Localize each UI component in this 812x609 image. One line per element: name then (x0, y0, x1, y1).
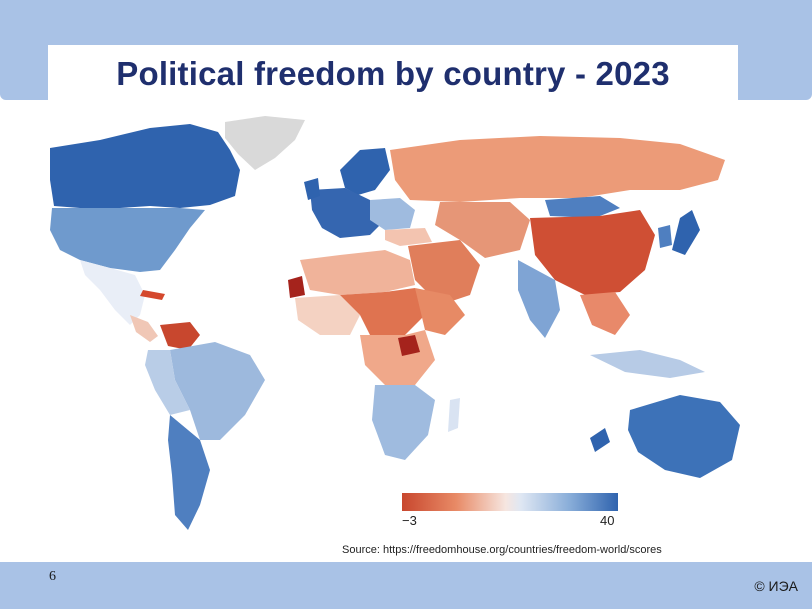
region-scandinavia (340, 148, 390, 195)
region-central-america (130, 315, 158, 342)
region-greenland (225, 116, 305, 170)
world-choropleth-map (50, 116, 740, 530)
slide-title: Political freedom by country - 2023 (116, 55, 670, 92)
region-korea (658, 225, 672, 248)
region-madagascar (448, 398, 460, 432)
copyright-label: © ИЭА (754, 578, 798, 594)
region-russia (390, 136, 725, 202)
region-usa (50, 208, 205, 272)
region-sahel (340, 288, 425, 335)
region-southeast-asia (580, 292, 630, 335)
title-box: Political freedom by country - 2023 (48, 45, 738, 107)
region-southern-africa (372, 385, 435, 460)
region-middle-east (408, 240, 480, 305)
region-australia (628, 395, 740, 478)
region-horn-africa (415, 288, 465, 335)
region-turkey (385, 228, 432, 246)
region-iran-central-asia (435, 202, 530, 258)
region-peru-bolivia (145, 350, 190, 415)
region-west-africa (295, 295, 360, 335)
footer-band (0, 562, 812, 609)
region-cuba (140, 290, 165, 300)
source-caption: Source: https://freedomhouse.org/countri… (342, 544, 662, 556)
region-north-africa (300, 250, 415, 295)
legend-min-label: −3 (402, 513, 417, 528)
color-scale-bar (402, 493, 618, 511)
legend-max-label: 40 (600, 513, 615, 528)
region-india (518, 260, 560, 338)
region-china (530, 210, 655, 295)
region-uk (304, 178, 320, 200)
region-venezuela (160, 322, 200, 350)
region-chile-argentina (168, 415, 210, 530)
region-indonesia (590, 350, 705, 378)
region-brazil (170, 342, 265, 440)
region-western-europe (310, 188, 385, 238)
page-number: 6 (49, 569, 56, 584)
region-mongolia (545, 196, 620, 218)
region-south-sudan (398, 335, 420, 356)
region-eastern-europe (370, 198, 415, 230)
region-central-africa (360, 330, 435, 385)
region-western-sahara (288, 276, 305, 298)
region-canada (50, 124, 240, 208)
region-mexico (80, 260, 145, 325)
region-japan (672, 210, 700, 255)
region-new-zealand (590, 428, 610, 452)
